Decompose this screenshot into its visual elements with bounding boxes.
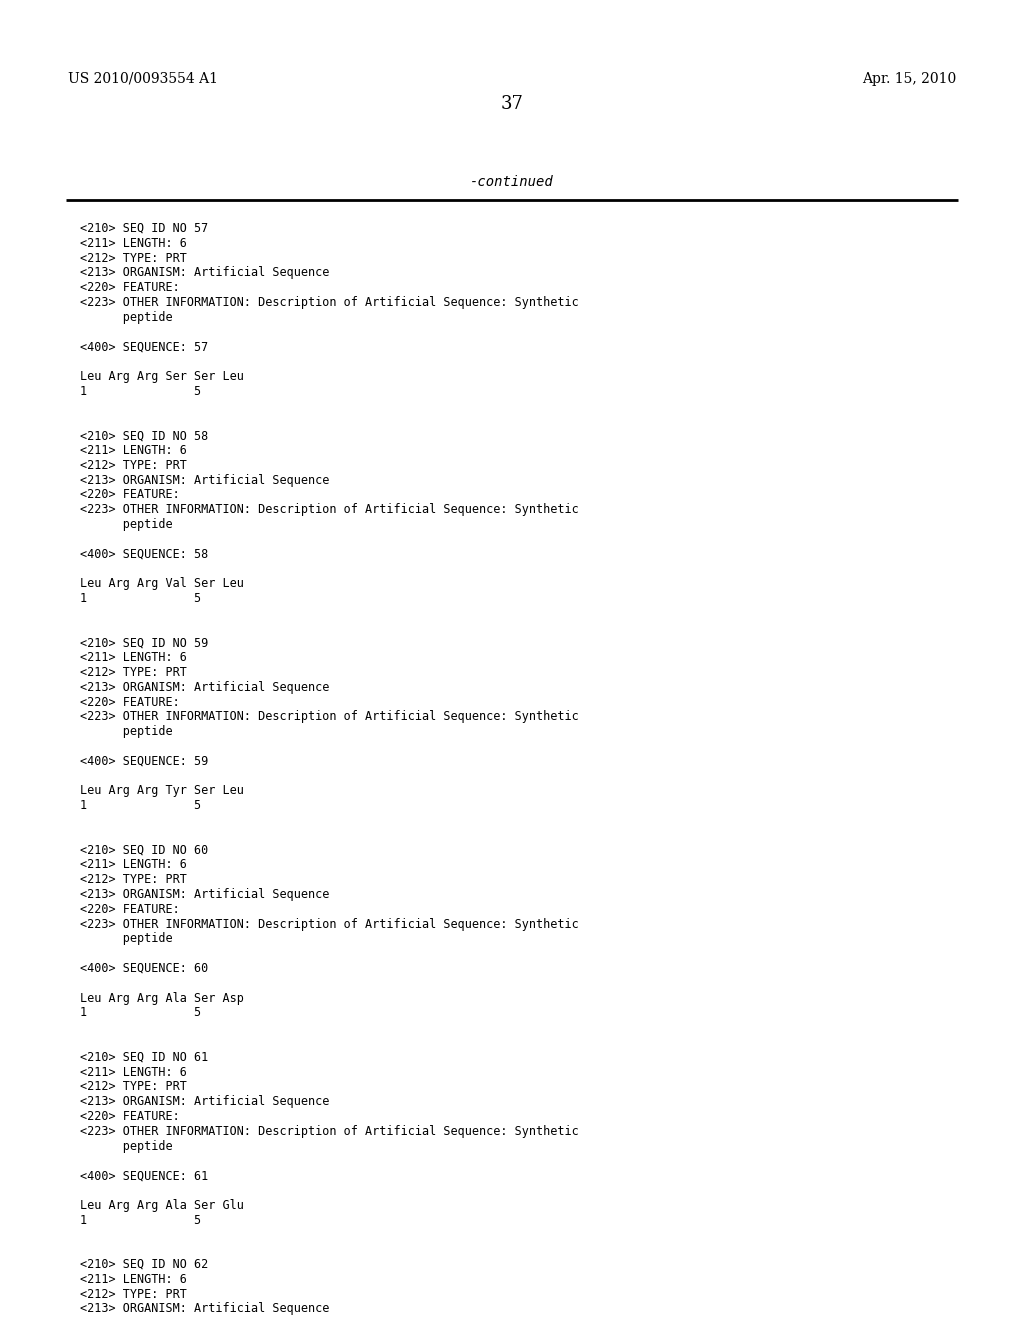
- Text: <213> ORGANISM: Artificial Sequence: <213> ORGANISM: Artificial Sequence: [80, 888, 330, 902]
- Text: <213> ORGANISM: Artificial Sequence: <213> ORGANISM: Artificial Sequence: [80, 474, 330, 487]
- Text: <400> SEQUENCE: 60: <400> SEQUENCE: 60: [80, 962, 208, 975]
- Text: <213> ORGANISM: Artificial Sequence: <213> ORGANISM: Artificial Sequence: [80, 1303, 330, 1316]
- Text: <400> SEQUENCE: 57: <400> SEQUENCE: 57: [80, 341, 208, 354]
- Text: <212> TYPE: PRT: <212> TYPE: PRT: [80, 874, 186, 886]
- Text: <400> SEQUENCE: 61: <400> SEQUENCE: 61: [80, 1170, 208, 1183]
- Text: <212> TYPE: PRT: <212> TYPE: PRT: [80, 252, 186, 264]
- Text: peptide: peptide: [80, 310, 173, 323]
- Text: <210> SEQ ID NO 57: <210> SEQ ID NO 57: [80, 222, 208, 235]
- Text: <212> TYPE: PRT: <212> TYPE: PRT: [80, 459, 186, 471]
- Text: <220> FEATURE:: <220> FEATURE:: [80, 281, 180, 294]
- Text: 1               5: 1 5: [80, 1006, 201, 1019]
- Text: 1               5: 1 5: [80, 385, 201, 397]
- Text: <213> ORGANISM: Artificial Sequence: <213> ORGANISM: Artificial Sequence: [80, 267, 330, 280]
- Text: <400> SEQUENCE: 58: <400> SEQUENCE: 58: [80, 548, 208, 561]
- Text: peptide: peptide: [80, 517, 173, 531]
- Text: 1               5: 1 5: [80, 1213, 201, 1226]
- Text: <223> OTHER INFORMATION: Description of Artificial Sequence: Synthetic: <223> OTHER INFORMATION: Description of …: [80, 710, 579, 723]
- Text: <210> SEQ ID NO 61: <210> SEQ ID NO 61: [80, 1051, 208, 1064]
- Text: <211> LENGTH: 6: <211> LENGTH: 6: [80, 236, 186, 249]
- Text: Leu Arg Arg Ala Ser Glu: Leu Arg Arg Ala Ser Glu: [80, 1199, 244, 1212]
- Text: <213> ORGANISM: Artificial Sequence: <213> ORGANISM: Artificial Sequence: [80, 681, 330, 694]
- Text: <210> SEQ ID NO 59: <210> SEQ ID NO 59: [80, 636, 208, 649]
- Text: <212> TYPE: PRT: <212> TYPE: PRT: [80, 1080, 186, 1093]
- Text: <211> LENGTH: 6: <211> LENGTH: 6: [80, 858, 186, 871]
- Text: <223> OTHER INFORMATION: Description of Artificial Sequence: Synthetic: <223> OTHER INFORMATION: Description of …: [80, 1125, 579, 1138]
- Text: <212> TYPE: PRT: <212> TYPE: PRT: [80, 1287, 186, 1300]
- Text: 37: 37: [501, 95, 523, 114]
- Text: -continued: -continued: [470, 176, 554, 189]
- Text: peptide: peptide: [80, 725, 173, 738]
- Text: <220> FEATURE:: <220> FEATURE:: [80, 696, 180, 709]
- Text: <223> OTHER INFORMATION: Description of Artificial Sequence: Synthetic: <223> OTHER INFORMATION: Description of …: [80, 296, 579, 309]
- Text: peptide: peptide: [80, 1139, 173, 1152]
- Text: 1               5: 1 5: [80, 591, 201, 605]
- Text: <223> OTHER INFORMATION: Description of Artificial Sequence: Synthetic: <223> OTHER INFORMATION: Description of …: [80, 917, 579, 931]
- Text: <213> ORGANISM: Artificial Sequence: <213> ORGANISM: Artificial Sequence: [80, 1096, 330, 1109]
- Text: Apr. 15, 2010: Apr. 15, 2010: [862, 73, 956, 86]
- Text: 1               5: 1 5: [80, 799, 201, 812]
- Text: US 2010/0093554 A1: US 2010/0093554 A1: [68, 73, 218, 86]
- Text: <211> LENGTH: 6: <211> LENGTH: 6: [80, 444, 186, 457]
- Text: Leu Arg Arg Val Ser Leu: Leu Arg Arg Val Ser Leu: [80, 577, 244, 590]
- Text: <210> SEQ ID NO 58: <210> SEQ ID NO 58: [80, 429, 208, 442]
- Text: <220> FEATURE:: <220> FEATURE:: [80, 903, 180, 916]
- Text: <400> SEQUENCE: 59: <400> SEQUENCE: 59: [80, 755, 208, 768]
- Text: <211> LENGTH: 6: <211> LENGTH: 6: [80, 651, 186, 664]
- Text: <220> FEATURE:: <220> FEATURE:: [80, 488, 180, 502]
- Text: <211> LENGTH: 6: <211> LENGTH: 6: [80, 1065, 186, 1078]
- Text: <210> SEQ ID NO 62: <210> SEQ ID NO 62: [80, 1258, 208, 1271]
- Text: <212> TYPE: PRT: <212> TYPE: PRT: [80, 667, 186, 678]
- Text: <211> LENGTH: 6: <211> LENGTH: 6: [80, 1272, 186, 1286]
- Text: Leu Arg Arg Ser Ser Leu: Leu Arg Arg Ser Ser Leu: [80, 370, 244, 383]
- Text: <210> SEQ ID NO 60: <210> SEQ ID NO 60: [80, 843, 208, 857]
- Text: <223> OTHER INFORMATION: Description of Artificial Sequence: Synthetic: <223> OTHER INFORMATION: Description of …: [80, 503, 579, 516]
- Text: peptide: peptide: [80, 932, 173, 945]
- Text: Leu Arg Arg Ala Ser Asp: Leu Arg Arg Ala Ser Asp: [80, 991, 244, 1005]
- Text: Leu Arg Arg Tyr Ser Leu: Leu Arg Arg Tyr Ser Leu: [80, 784, 244, 797]
- Text: <220> FEATURE:: <220> FEATURE:: [80, 1110, 180, 1123]
